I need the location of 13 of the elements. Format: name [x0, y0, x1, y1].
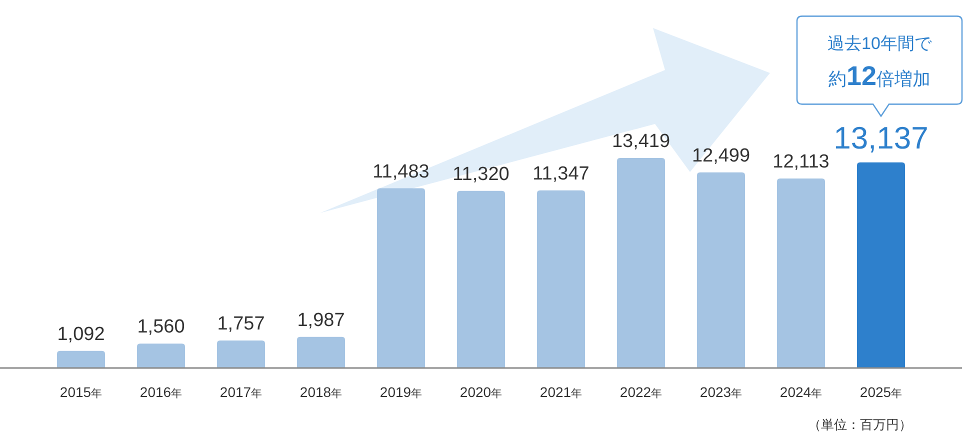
x-tick-label: 2017年 — [220, 384, 262, 400]
x-tick-label: 2021年 — [540, 384, 582, 400]
x-tick-label: 2020年 — [460, 384, 502, 400]
x-tick-label: 2023年 — [700, 384, 742, 400]
x-tick-label: 2016年 — [140, 384, 182, 400]
x-tick-label: 2022年 — [620, 384, 662, 400]
x-tick-label: 2019年 — [380, 384, 422, 400]
annotation: 過去10年間で約12倍増加 — [828, 34, 932, 92]
x-tick-label: 2015年 — [60, 384, 102, 400]
x-tick-label: 2018年 — [300, 384, 342, 400]
x-tick-label: 2024年 — [780, 384, 822, 400]
x-tick-label: 2025年 — [860, 384, 902, 400]
text: （単位：百万円） — [808, 417, 912, 432]
